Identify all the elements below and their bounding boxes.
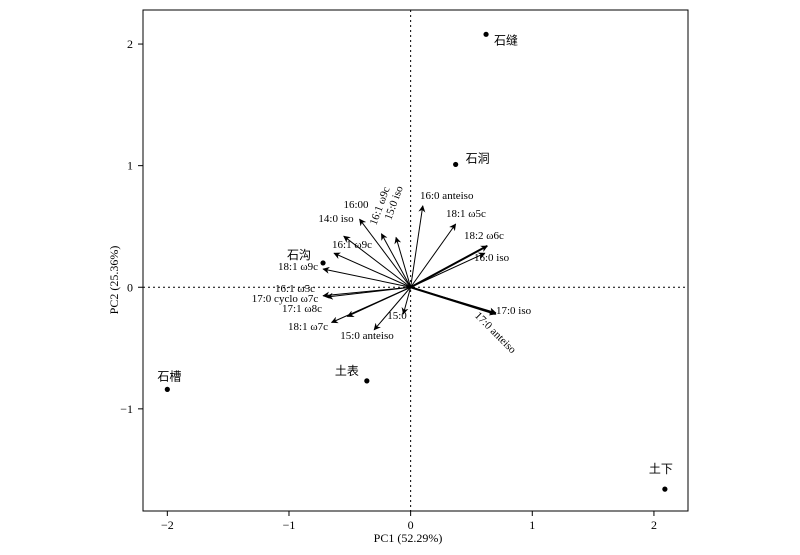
sample-point-label: 石沟 [287,248,311,262]
sample-point [164,386,170,392]
sample-point-label: 石槽 [157,369,181,383]
loading-label: 15:0 [387,310,407,322]
x-tick-label: −2 [161,518,174,532]
y-tick-label: 1 [127,159,133,173]
sample-point [320,260,326,266]
loading-label: 17:1 ω8c [282,303,322,315]
sample-point [453,161,459,168]
sample-point [364,378,370,384]
sample-point-label: 土下 [649,462,673,476]
loading-label: 18:2 ω6c [464,230,504,242]
loading-label: 17:0 cyclo ω7c [252,293,319,305]
sample-point-label: 土表 [335,364,359,378]
loading-arrow [401,287,412,315]
loading-label: 17:0 iso [496,305,532,317]
x-axis-title: PC1 (52.29%) [374,531,443,545]
loading-label: 16:00 [343,199,369,211]
loading-label: 16:0 iso [474,252,510,264]
loading-arrow [325,286,411,300]
x-tick-label: 1 [529,518,535,532]
loading-arrow [333,252,411,288]
loading-label: 14:0 iso [318,213,354,225]
sample-point [662,486,668,492]
loading-label: 18:1 ω5c [446,208,486,220]
loading-label: 16:0 anteiso [420,190,474,202]
loading-arrow [410,286,497,315]
loading-arrow [330,286,411,324]
loading-arrow [373,286,412,331]
loading-arrow [410,205,426,288]
loading-label: 15:0 anteiso [340,330,394,342]
sample-point-label: 石缝 [494,32,518,47]
x-axis: −2 −1 0 1 2 [161,511,657,532]
x-tick-label: 0 [408,518,414,532]
x-tick-label: −1 [283,518,296,532]
loading-arrow [410,252,486,288]
loading-label: 18:1 ω7c [288,321,328,333]
loading-arrow [410,245,488,289]
loading-label: 18:1 ω9c [278,261,318,273]
y-axis: −1 0 1 2 [120,37,143,416]
loading-arrow [343,235,411,288]
sample-point [483,31,489,37]
loading-arrow [380,233,412,288]
sample-point-label: 石洞 [466,151,490,165]
loading-label: 16:1 ω9c [332,239,372,251]
loading-arrow [410,223,457,288]
loading-label: 16:1 ω5c [275,283,315,295]
y-tick-label: 0 [127,280,133,294]
x-tick-label: 2 [651,518,657,532]
y-tick-label: −1 [120,402,133,416]
zero-lines [143,10,688,511]
loading-arrow [322,266,411,288]
y-axis-title: PC2 (25.36%) [107,246,121,315]
loading-arrow [394,236,412,288]
loading-arrow [359,218,412,288]
plot-frame [142,9,689,512]
y-tick-label: 2 [127,37,133,51]
